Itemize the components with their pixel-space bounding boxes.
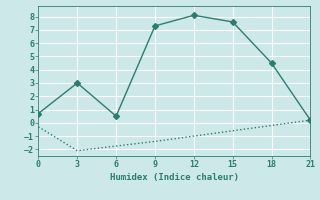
X-axis label: Humidex (Indice chaleur): Humidex (Indice chaleur) [110,173,239,182]
